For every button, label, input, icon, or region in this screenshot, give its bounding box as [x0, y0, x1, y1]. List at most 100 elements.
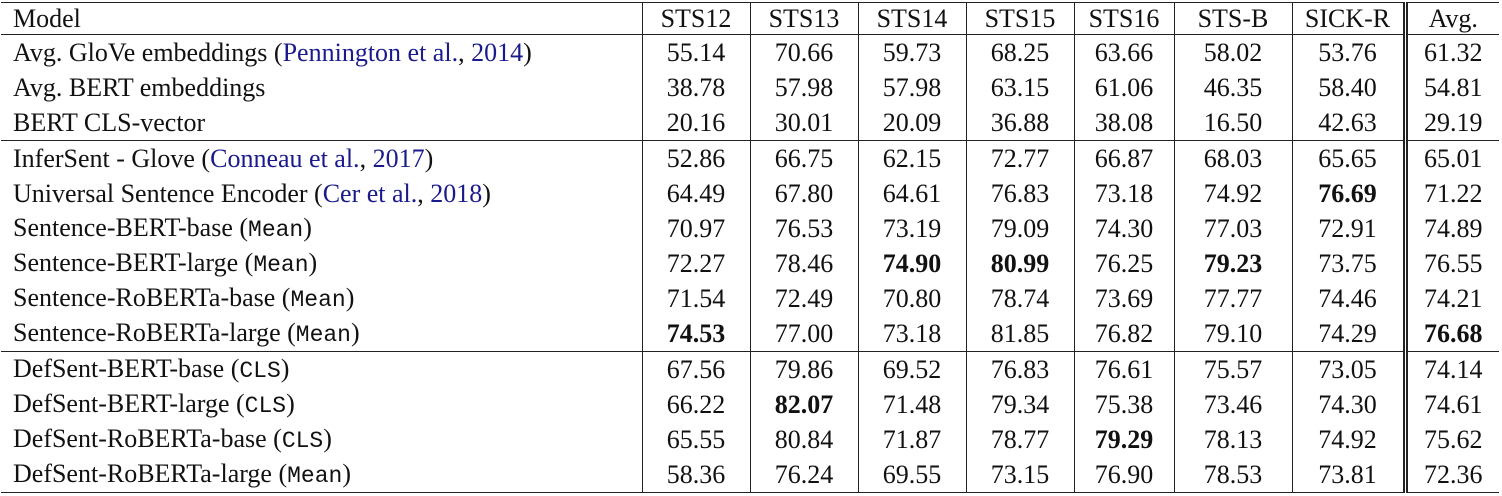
citation: Pennington et al.: [282, 37, 459, 67]
score-cell: 76.68: [1402, 316, 1499, 352]
model-cell: Sentence-RoBERTa-large (Mean): [1, 316, 642, 352]
score-cell: 72.49: [749, 281, 858, 316]
pooling: Mean: [295, 321, 351, 348]
model-text: ): [323, 423, 332, 453]
score-cell: 58.36: [641, 457, 750, 493]
model-text: DefSent-RoBERTa-large (: [13, 458, 288, 488]
model-cell: Universal Sentence Encoder (Cer et al., …: [1, 176, 642, 211]
score-cell: 54.81: [1402, 70, 1499, 105]
score-cell: 80.84: [749, 422, 858, 457]
score-cell: 79.29: [1073, 422, 1174, 457]
model-text: ,: [458, 37, 472, 67]
model-text: DefSent-BERT-large (: [13, 388, 245, 418]
score-cell: 53.76: [1291, 34, 1405, 70]
score-cell: 38.78: [641, 70, 750, 105]
score-cell: 78.13: [1173, 422, 1292, 457]
table-row: Sentence-RoBERTa-base (Mean) 71.54 72.49 70…: [1, 281, 1499, 316]
score-cell: 55.14: [641, 34, 750, 70]
model-text: ): [482, 178, 491, 208]
model-text: Sentence-BERT-large (: [13, 247, 254, 277]
score-cell: 73.81: [1291, 457, 1405, 493]
model-text: ,: [417, 178, 431, 208]
score-cell: 30.01: [749, 105, 858, 141]
score-cell: 38.08: [1073, 105, 1174, 141]
score-cell: 76.61: [1073, 351, 1174, 387]
score-cell: 76.83: [965, 176, 1074, 211]
score-cell: 57.98: [749, 70, 858, 105]
score-cell: 80.99: [965, 246, 1074, 281]
score-cell: 73.18: [857, 316, 966, 352]
table-row: DefSent-BERT-large (CLS) 66.22 82.07 71.48 7…: [1, 387, 1499, 422]
model-text: ): [280, 353, 290, 383]
score-cell: 79.34: [965, 387, 1074, 422]
score-cell: 73.19: [857, 211, 966, 246]
model-text: InferSent - Glove (: [13, 143, 211, 173]
model-text: Sentence-RoBERTa-large (: [13, 317, 296, 347]
pooling: CLS: [244, 392, 287, 419]
score-cell: 79.23: [1173, 246, 1292, 281]
score-cell: 73.75: [1291, 246, 1405, 281]
table-row: Universal Sentence Encoder (Cer et al., …: [1, 176, 1499, 211]
score-cell: 63.66: [1073, 34, 1174, 70]
score-cell: 79.09: [965, 211, 1074, 246]
score-cell: 20.16: [641, 105, 750, 141]
table-row: Sentence-BERT-large (Mean) 72.27 78.46 74.9…: [1, 246, 1499, 281]
score-cell: 82.07: [749, 387, 858, 422]
score-cell: 74.46: [1291, 281, 1405, 316]
model-cell: DefSent-BERT-base (CLS): [1, 352, 642, 388]
model-text: DefSent-BERT-base (: [13, 353, 240, 383]
score-cell: 71.87: [857, 422, 966, 457]
score-cell: 78.74: [965, 281, 1074, 316]
model-text: ): [523, 37, 532, 67]
header-cell: SICK-R: [1291, 2, 1405, 35]
citation: 2014: [471, 37, 524, 67]
model-text: ): [424, 143, 434, 173]
score-cell: 20.09: [857, 105, 966, 141]
score-cell: 78.53: [1173, 457, 1292, 493]
model-cell: Sentence-BERT-large (Mean): [1, 246, 642, 281]
model-text: ): [345, 282, 355, 312]
score-cell: 78.46: [749, 246, 858, 281]
table-row: Avg. GloVe embeddings (Pennington et al.…: [1, 34, 1499, 70]
score-cell: 72.36: [1402, 457, 1499, 493]
score-cell: 77.77: [1173, 281, 1292, 316]
score-cell: 68.25: [965, 34, 1074, 70]
score-cell: 64.49: [641, 176, 750, 211]
score-cell: 78.77: [965, 422, 1074, 457]
score-cell: 63.15: [965, 70, 1074, 105]
score-cell: 69.55: [857, 457, 966, 493]
score-cell: 58.02: [1173, 34, 1292, 70]
score-cell: 70.66: [749, 34, 858, 70]
score-cell: 71.22: [1402, 176, 1499, 211]
model-cell: Sentence-RoBERTa-base (Mean): [1, 281, 642, 316]
score-cell: 76.25: [1073, 246, 1174, 281]
model-cell: DefSent-RoBERTa-large (Mean): [1, 457, 642, 493]
model-cell: Avg. BERT embeddings: [1, 70, 642, 105]
score-cell: 72.27: [641, 246, 750, 281]
model-text: Sentence-BERT-base (: [13, 212, 249, 242]
model-text: ): [308, 247, 318, 277]
score-cell: 65.01: [1402, 140, 1499, 176]
table-row: Sentence-BERT-base (Mean) 70.97 76.53 73.19…: [1, 211, 1499, 246]
model-text: Avg. BERT embeddings: [13, 72, 266, 102]
model-text: BERT CLS-vector: [13, 107, 206, 137]
pooling: CLS: [239, 357, 281, 384]
score-cell: 74.29: [1291, 316, 1405, 352]
model-text: Avg. GloVe embeddings (: [13, 37, 283, 67]
table-row: BERT CLS-vector 20.16 30.01 20.09 36.88 38.08…: [1, 105, 1499, 141]
score-cell: 76.24: [749, 457, 858, 493]
model-cell: DefSent-RoBERTa-base (CLS): [1, 422, 642, 457]
score-cell: 64.61: [857, 176, 966, 211]
table-row: DefSent-RoBERTa-large (Mean) 58.36 76.24 69…: [1, 457, 1499, 493]
pooling: Mean: [248, 216, 304, 243]
header-cell: STS-B: [1173, 2, 1292, 35]
score-cell: 79.10: [1173, 316, 1292, 352]
score-cell: 67.80: [749, 176, 858, 211]
score-cell: 16.50: [1173, 105, 1292, 141]
model-text: Universal Sentence Encoder (: [13, 178, 323, 208]
header-cell: Model: [13, 3, 81, 33]
score-cell: 69.52: [857, 351, 966, 387]
score-cell: 73.46: [1173, 387, 1292, 422]
score-cell: 74.21: [1402, 281, 1499, 316]
score-cell: 61.32: [1402, 34, 1499, 70]
